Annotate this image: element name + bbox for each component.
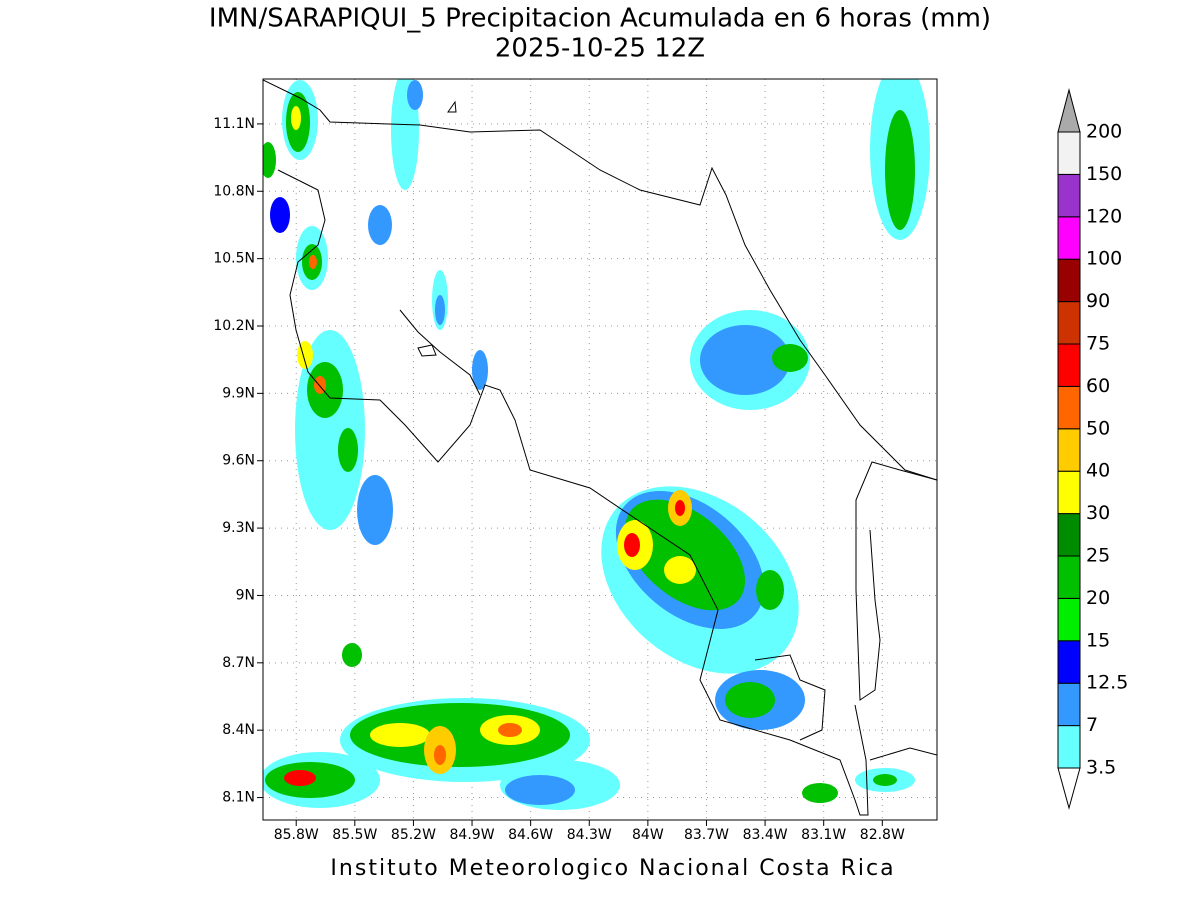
coastline [869, 747, 937, 761]
colorbar-box [1057, 343, 1081, 387]
colorbar-box [1057, 385, 1081, 430]
colorbar-box [1057, 725, 1081, 769]
colorbar-label: 20 [1086, 587, 1110, 609]
colorbar-box [1057, 216, 1081, 260]
colorbar-box [1057, 301, 1081, 345]
colorbar-box [1057, 513, 1081, 557]
lon-tick-label: 83.4W [743, 827, 788, 843]
colorbar-box [1057, 682, 1081, 727]
lon-tick-label: 84.3W [567, 827, 612, 843]
map-frame [262, 78, 938, 821]
footer: Instituto Meteorologico Nacional Costa R… [330, 856, 895, 881]
colorbar-label: 15 [1086, 629, 1110, 651]
coastline [855, 461, 937, 701]
lon-tick-label: 85.8W [274, 827, 319, 843]
lat-tick-label: 11.1N [213, 116, 255, 132]
colorbar-under [1057, 767, 1081, 810]
colorbar-label: 3.5 [1086, 757, 1116, 779]
lon-tick-label: 85.5W [332, 827, 377, 843]
lat-tick-label: 8.4N [222, 722, 255, 738]
colorbar-box [1057, 470, 1081, 515]
coastline [399, 309, 481, 396]
colorbar-over [1057, 88, 1081, 133]
lat-tick-label: 9.6N [222, 453, 255, 469]
colorbar-label: 150 [1086, 163, 1122, 185]
colorbar-label: 90 [1086, 290, 1110, 312]
colorbar-label: 50 [1086, 417, 1110, 439]
precip-field [263, 79, 937, 816]
lon-tick-label: 85.2W [391, 827, 436, 843]
colorbar-box [1057, 131, 1081, 175]
colorbar-label: 75 [1086, 333, 1110, 355]
colorbar-label: 12.5 [1086, 672, 1128, 694]
colorbar-label: 25 [1086, 545, 1110, 567]
lon-tick-label: 84W [632, 827, 664, 843]
colorbar-label: 60 [1086, 375, 1110, 397]
coastline [277, 169, 869, 816]
coastline [417, 344, 437, 357]
lat-tick-label: 10.5N [213, 251, 255, 267]
colorbar-box [1057, 640, 1081, 684]
colorbar-label: 40 [1086, 460, 1110, 482]
lon-tick-label: 84.6W [508, 827, 553, 843]
lon-tick-label: 82.8W [860, 827, 905, 843]
lon-tick-label: 83.7W [684, 827, 729, 843]
lat-tick-label: 10.2N [213, 318, 255, 334]
subtitle: 2025-10-25 12Z [495, 34, 705, 64]
title: IMN/SARAPIQUI_5 Precipitacion Acumulada … [209, 4, 991, 34]
colorbar-box [1057, 428, 1081, 472]
colorbar-box [1057, 173, 1081, 218]
lat-tick-label: 10.8N [213, 183, 255, 199]
lat-tick-label: 9.9N [222, 385, 255, 401]
rain-area [263, 79, 930, 810]
lon-tick-label: 84.9W [450, 827, 495, 843]
colorbar-label: 7 [1086, 714, 1098, 736]
coastline [447, 100, 457, 113]
colorbar-box [1057, 597, 1081, 642]
coastline [754, 654, 826, 741]
lat-tick-label: 8.7N [222, 655, 255, 671]
lat-tick-label: 9.3N [222, 520, 255, 536]
colorbar-box [1057, 258, 1081, 303]
lat-tick-label: 9N [236, 587, 255, 603]
colorbar-label: 120 [1086, 205, 1122, 227]
colorbar-box [1057, 555, 1081, 599]
lat-tick-label: 8.1N [222, 790, 255, 806]
coastline [263, 79, 937, 481]
colorbar-label: 200 [1086, 121, 1122, 143]
colorbar-label: 100 [1086, 248, 1122, 270]
lon-tick-label: 83.1W [801, 827, 846, 843]
colorbar: 3.5 7 12.5 15 20 25 30 40 50 60 75 90 100 120 150 200 [1057, 88, 1128, 810]
colorbar-label: 30 [1086, 502, 1110, 524]
